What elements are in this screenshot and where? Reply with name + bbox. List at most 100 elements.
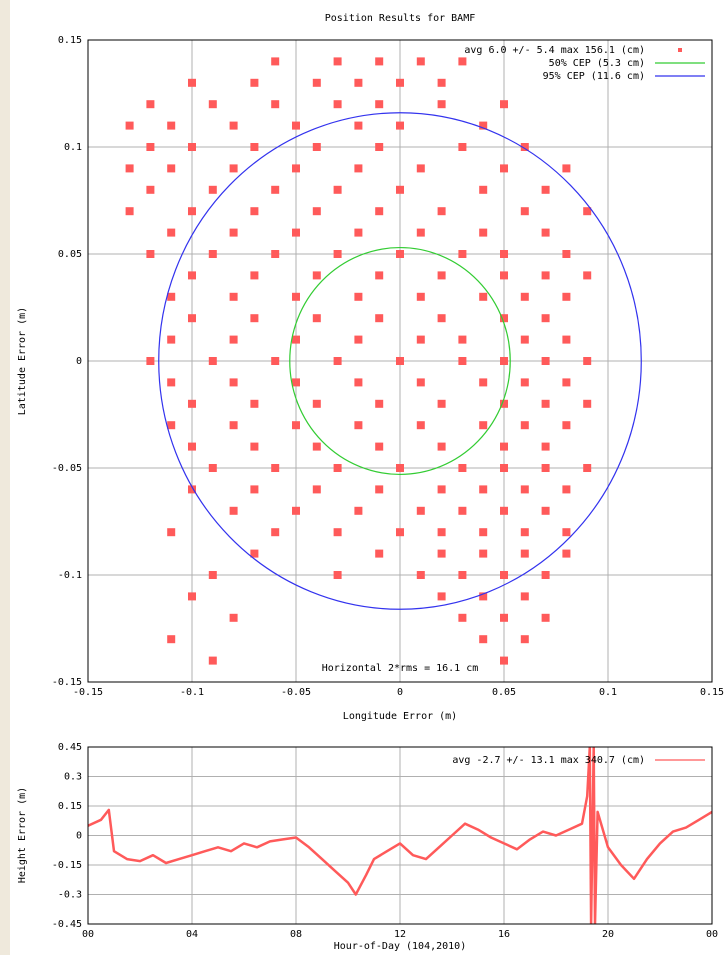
y-tick-label: 0 (76, 356, 82, 367)
scatter-point (500, 399, 508, 408)
scatter-point (396, 464, 404, 472)
scatter-point (541, 464, 550, 472)
scatter-point (520, 549, 529, 558)
legend-label: avg -2.7 +/- 13.1 max 340.7 (cm) (452, 755, 645, 766)
scatter-point (167, 121, 176, 130)
scatter-point (354, 506, 363, 515)
legend-swatch (678, 48, 682, 52)
scatter-point (416, 378, 425, 387)
y-tick-label: -0.15 (52, 860, 82, 871)
scatter-point (229, 613, 238, 622)
scatter-point (375, 143, 384, 151)
scatter-point (500, 571, 508, 579)
scatter-point (479, 421, 488, 430)
scatter-point (188, 271, 196, 280)
scatter-point (354, 335, 363, 344)
scatter-point (250, 207, 259, 216)
scatter-point (292, 506, 300, 515)
scatter-point (458, 57, 467, 66)
scatter-point (375, 100, 384, 109)
scatter-point (520, 592, 529, 601)
scatter-point (292, 228, 300, 237)
scatter-point (167, 335, 176, 344)
scatter-point (292, 121, 300, 130)
scatter-point (354, 228, 363, 237)
scatter-point (562, 292, 571, 301)
plot-area (125, 57, 642, 665)
scatter-point (479, 121, 488, 130)
scatter-point (437, 78, 446, 87)
scatter-point (229, 164, 238, 173)
scatter-point (125, 207, 134, 216)
scatter-point (250, 399, 259, 408)
scatter-point (500, 613, 508, 622)
scatter-point (333, 250, 342, 258)
scatter-point (396, 357, 404, 365)
legend-label: 50% CEP (5.3 cm) (549, 58, 645, 69)
scatter-point (333, 100, 342, 109)
scatter-point (125, 121, 134, 130)
scatter-point (520, 335, 529, 344)
chart-title: Position Results for BAMF (325, 13, 476, 24)
scatter-point (208, 250, 217, 258)
y-tick-label: -0.45 (52, 919, 82, 930)
scatter-point (188, 207, 196, 216)
scatter-point (541, 271, 550, 280)
scatter-point (541, 571, 550, 579)
scatter-point (562, 164, 571, 173)
scatter-point (396, 185, 404, 194)
x-tick-label: 20 (602, 929, 614, 940)
side-strip (0, 0, 10, 955)
scatter-point (250, 271, 259, 280)
scatter-point (562, 378, 571, 387)
scatter-point (458, 613, 467, 622)
scatter-point (188, 442, 196, 451)
scatter-point (500, 250, 508, 258)
scatter-point (437, 399, 446, 408)
scatter-point (416, 292, 425, 301)
cep-circle (158, 112, 642, 610)
scatter-point (562, 549, 571, 558)
x-tick-label: 00 (82, 929, 94, 940)
legend-label: avg 6.0 +/- 5.4 max 156.1 (cm) (464, 45, 645, 56)
scatter-point (416, 57, 425, 66)
y-tick-label: 0.15 (58, 801, 82, 812)
scatter-point (167, 528, 176, 537)
scatter-point (458, 335, 467, 344)
scatter-point (458, 571, 467, 579)
plot-area (88, 747, 712, 924)
scatter-point (437, 549, 446, 558)
scatter-point (333, 464, 342, 472)
scatter-point (562, 335, 571, 344)
scatter-point (500, 464, 508, 472)
x-tick-label: -0.05 (281, 687, 311, 698)
scatter-point (271, 250, 280, 258)
scatter-point (541, 314, 550, 323)
scatter-point (354, 421, 363, 430)
scatter-point (416, 228, 425, 237)
scatter-point (208, 656, 217, 665)
scatter-point (500, 314, 508, 323)
y-tick-label: -0.05 (52, 463, 82, 474)
y-axis-label: Latitude Error (m) (17, 307, 28, 415)
scatter-point (500, 442, 508, 451)
y-tick-label: 0.45 (58, 742, 82, 753)
scatter-point (583, 271, 592, 280)
x-tick-label: 12 (394, 929, 406, 940)
scatter-point (541, 613, 550, 622)
scatter-point (437, 592, 446, 601)
scatter-point (229, 335, 238, 344)
scatter-point (520, 528, 529, 537)
plot-border (87, 39, 713, 683)
scatter-point (500, 164, 508, 173)
scatter-point (271, 57, 280, 66)
scatter-point (375, 57, 384, 66)
scatter-point (479, 528, 488, 537)
scatter-point (312, 271, 321, 280)
scatter-point (333, 571, 342, 579)
scatter-point (292, 164, 300, 173)
scatter-point (188, 314, 196, 323)
y-axis-label: Height Error (m) (17, 787, 28, 883)
scatter-point (354, 121, 363, 130)
scatter-point (375, 271, 384, 280)
